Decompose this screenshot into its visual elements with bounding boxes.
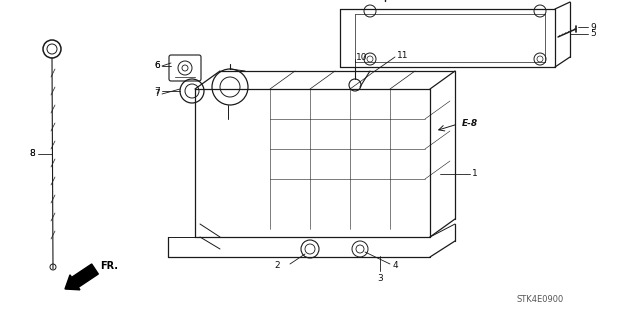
Text: 7: 7 <box>154 90 160 99</box>
Text: 8: 8 <box>29 150 35 159</box>
Text: 6: 6 <box>154 62 160 70</box>
Text: 8: 8 <box>29 150 35 159</box>
Text: FR.: FR. <box>100 261 118 271</box>
Text: 5: 5 <box>590 29 596 39</box>
FancyArrow shape <box>65 264 99 290</box>
Text: 7: 7 <box>154 86 160 95</box>
Text: 9: 9 <box>590 23 596 32</box>
Text: 2: 2 <box>275 262 280 271</box>
Text: 10: 10 <box>356 53 367 62</box>
Text: 6: 6 <box>154 62 160 70</box>
Text: 4: 4 <box>393 261 399 270</box>
Text: 1: 1 <box>472 169 477 179</box>
Text: E-8: E-8 <box>462 120 478 129</box>
Text: STK4E0900: STK4E0900 <box>516 294 564 303</box>
Text: 11: 11 <box>397 51 408 61</box>
Text: 3: 3 <box>377 274 383 283</box>
